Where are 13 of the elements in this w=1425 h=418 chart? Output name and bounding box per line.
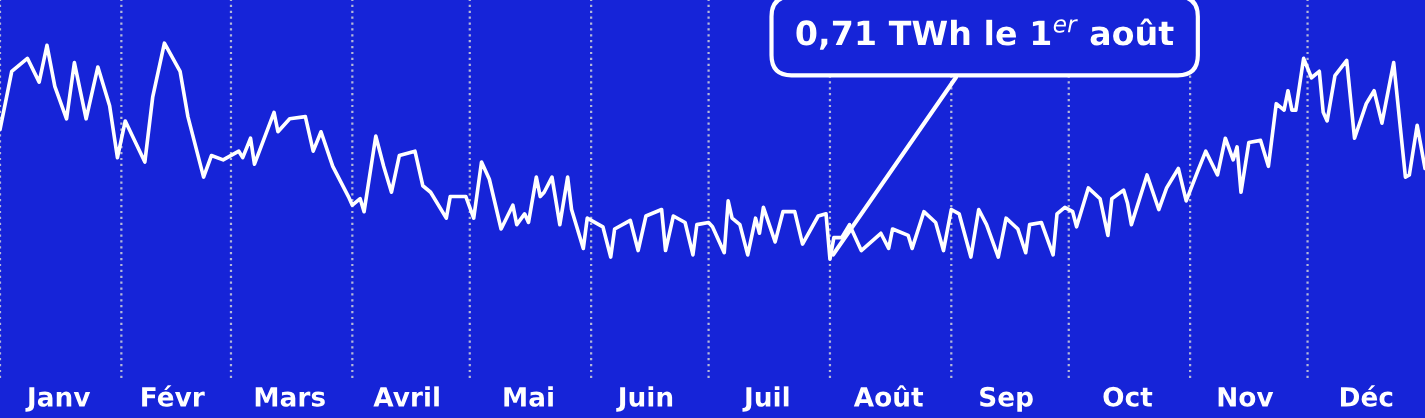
- x-tick-label: Août: [853, 385, 924, 407]
- x-tick-label: Nov: [1218, 387, 1274, 407]
- x-tick-label: Juin: [616, 386, 673, 412]
- x-tick-label: Janv: [25, 387, 91, 412]
- x-tick-label: Févr: [142, 385, 205, 407]
- x-tick-label: Avril: [373, 386, 439, 407]
- x-tick-label: Sep: [980, 386, 1033, 412]
- x-tick-label: Juil: [742, 386, 789, 412]
- annotation: 0,71 TWh le 1$^{er}$ août: [796, 18, 1174, 50]
- x-tick-label: Mai: [504, 386, 553, 407]
- x-tick-label: Déc: [1340, 385, 1393, 407]
- x-tick-label: Oct: [1103, 386, 1153, 407]
- x-tick-label: Mars: [255, 387, 325, 407]
